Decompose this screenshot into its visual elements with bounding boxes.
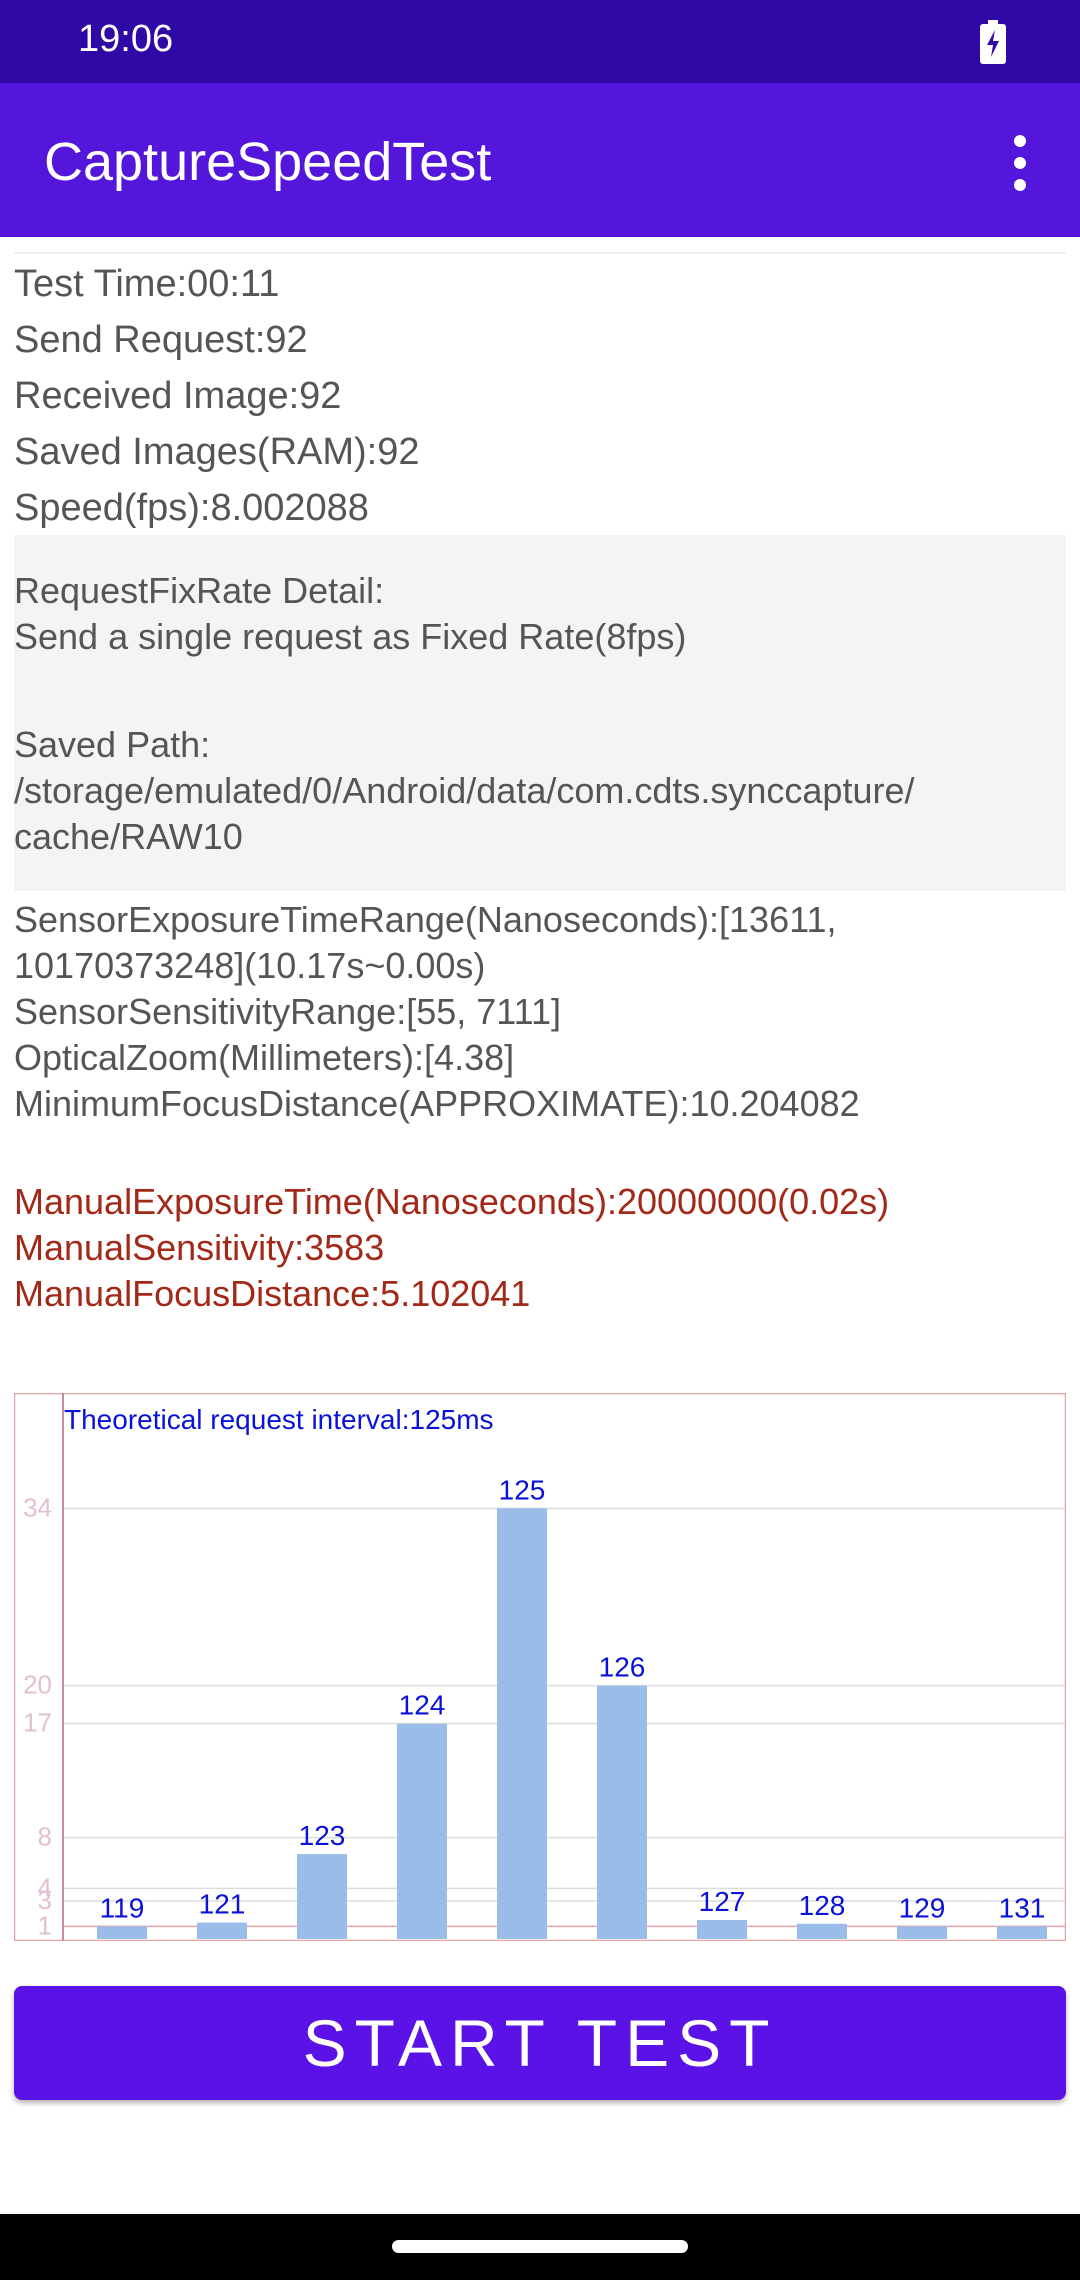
bar-label: 127 xyxy=(699,1886,746,1917)
exposure-range-line-1: SensorExposureTimeRange(Nanoseconds):[13… xyxy=(14,899,837,940)
chart-bar xyxy=(197,1922,247,1939)
bar-label: 126 xyxy=(599,1652,646,1683)
chart-bar xyxy=(997,1926,1047,1939)
y-tick-label: 34 xyxy=(23,1492,52,1522)
bar-label: 119 xyxy=(100,1892,145,1923)
home-gesture-handle[interactable] xyxy=(392,2240,688,2253)
saved-images-count: Saved Images(RAM):92 xyxy=(14,431,420,473)
stats-panel: Test Time:00:11 Send Request:92 Received… xyxy=(14,256,1066,536)
detail-heading: RequestFixRate Detail: xyxy=(14,570,385,611)
y-tick-label: 1 xyxy=(38,1910,52,1940)
app-bar: CaptureSpeedTest xyxy=(0,83,1080,237)
send-request-count: Send Request:92 xyxy=(14,319,308,361)
manual-settings: ManualExposureTime(Nanoseconds):20000000… xyxy=(14,1179,1066,1317)
manual-focus-distance: ManualFocusDistance:5.102041 xyxy=(14,1273,531,1314)
request-detail-panel: RequestFixRate Detail: Send a single req… xyxy=(14,535,1066,891)
manual-exposure-time: ManualExposureTime(Nanoseconds):20000000… xyxy=(14,1181,890,1222)
battery-charging-icon xyxy=(980,20,1006,64)
chart-bar xyxy=(297,1854,347,1939)
chart-bar xyxy=(897,1926,947,1939)
test-time: Test Time:00:11 xyxy=(14,263,280,305)
app-title: CaptureSpeedTest xyxy=(44,132,492,192)
saved-path-label: Saved Path: xyxy=(14,724,211,765)
bar-label: 121 xyxy=(199,1889,246,1920)
y-tick-label: 20 xyxy=(23,1670,52,1700)
more-vert-icon[interactable] xyxy=(1000,133,1040,193)
chart-bar xyxy=(397,1723,447,1939)
sensor-info: SensorExposureTimeRange(Nanoseconds):[13… xyxy=(14,897,1066,1127)
chart-bar xyxy=(97,1926,147,1939)
bar-label: 131 xyxy=(999,1892,1046,1923)
sensitivity-range: SensorSensitivityRange:[55, 7111] xyxy=(14,991,561,1032)
bar-label: 123 xyxy=(299,1820,346,1851)
y-tick-label: 3 xyxy=(38,1885,52,1915)
minimum-focus-distance: MinimumFocusDistance(APPROXIMATE):10.204… xyxy=(14,1083,860,1124)
optical-zoom: OpticalZoom(Millimeters):[4.38] xyxy=(14,1037,515,1078)
chart-title: Theoretical request interval:125ms xyxy=(64,1404,494,1435)
chart-bar xyxy=(597,1685,647,1939)
bar-label: 124 xyxy=(399,1690,446,1721)
saved-path-line-2: cache/RAW10 xyxy=(14,816,243,857)
manual-sensitivity: ManualSensitivity:3583 xyxy=(14,1227,385,1268)
status-time: 19:06 xyxy=(78,18,174,60)
chart-bar xyxy=(697,1920,747,1939)
exposure-range-line-2: 10170373248](10.17s~0.00s) xyxy=(14,945,486,986)
y-tick-label: 17 xyxy=(23,1708,52,1738)
navigation-bar xyxy=(0,2214,1080,2280)
saved-path-line-1: /storage/emulated/0/Android/data/com.cdt… xyxy=(14,770,915,811)
divider xyxy=(14,252,1066,254)
bar-label: 129 xyxy=(899,1892,946,1923)
bar-label: 125 xyxy=(499,1474,546,1505)
y-tick-label: 4 xyxy=(38,1872,52,1902)
received-image-count: Received Image:92 xyxy=(14,375,342,417)
y-tick-label: 8 xyxy=(38,1822,52,1852)
chart-frame xyxy=(14,1393,1066,1941)
bar-label: 128 xyxy=(799,1890,846,1921)
speed-fps: Speed(fps):8.002088 xyxy=(14,487,369,529)
start-test-button[interactable]: START TEST xyxy=(14,1986,1066,2100)
chart-bar xyxy=(797,1923,847,1939)
detail-description: Send a single request as Fixed Rate(8fps… xyxy=(14,616,687,657)
status-bar: 19:06 xyxy=(0,0,1080,83)
chart-bar xyxy=(497,1508,547,1939)
